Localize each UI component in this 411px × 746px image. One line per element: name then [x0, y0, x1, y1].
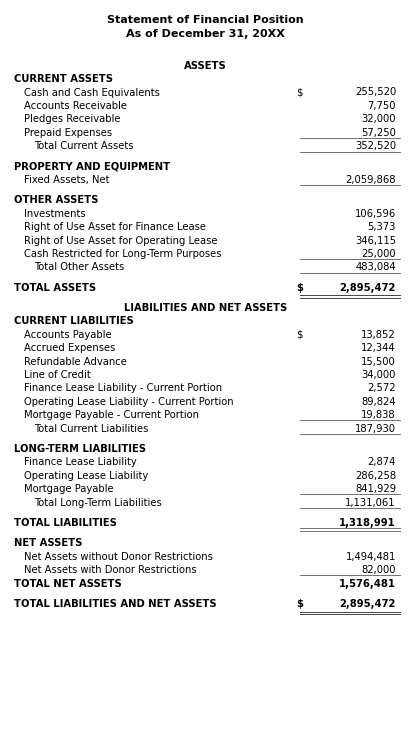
Text: Investments: Investments: [24, 209, 85, 219]
Text: Prepaid Expenses: Prepaid Expenses: [24, 128, 112, 138]
Text: $: $: [296, 330, 302, 340]
Text: PROPERTY AND EQUIPMENT: PROPERTY AND EQUIPMENT: [14, 161, 170, 172]
Text: Net Assets with Donor Restrictions: Net Assets with Donor Restrictions: [24, 565, 196, 575]
Text: Mortgage Payable: Mortgage Payable: [24, 484, 113, 495]
Text: Right of Use Asset for Operating Lease: Right of Use Asset for Operating Lease: [24, 236, 217, 245]
Text: Statement of Financial Position: Statement of Financial Position: [107, 15, 304, 25]
Text: 255,520: 255,520: [355, 87, 396, 98]
Text: 1,576,481: 1,576,481: [339, 579, 396, 589]
Text: Pledges Receivable: Pledges Receivable: [24, 114, 120, 125]
Text: 13,852: 13,852: [361, 330, 396, 340]
Text: Net Assets without Donor Restrictions: Net Assets without Donor Restrictions: [24, 552, 213, 562]
Text: 19,838: 19,838: [361, 410, 396, 420]
Text: $: $: [296, 599, 303, 609]
Text: $: $: [296, 87, 302, 98]
Text: Finance Lease Liability: Finance Lease Liability: [24, 457, 137, 468]
Text: Accounts Receivable: Accounts Receivable: [24, 101, 127, 111]
Text: 346,115: 346,115: [355, 236, 396, 245]
Text: CURRENT LIABILITIES: CURRENT LIABILITIES: [14, 316, 134, 327]
Text: Finance Lease Liability - Current Portion: Finance Lease Liability - Current Portio…: [24, 383, 222, 393]
Text: 34,000: 34,000: [362, 370, 396, 380]
Text: Right of Use Asset for Finance Lease: Right of Use Asset for Finance Lease: [24, 222, 206, 232]
Text: 106,596: 106,596: [355, 209, 396, 219]
Text: TOTAL NET ASSETS: TOTAL NET ASSETS: [14, 579, 122, 589]
Text: $: $: [296, 283, 303, 292]
Text: 7,750: 7,750: [367, 101, 396, 111]
Text: 12,344: 12,344: [361, 343, 396, 354]
Text: 5,373: 5,373: [367, 222, 396, 232]
Text: 2,874: 2,874: [367, 457, 396, 468]
Text: 187,930: 187,930: [355, 424, 396, 433]
Text: 286,258: 286,258: [355, 471, 396, 481]
Text: TOTAL LIABILITIES AND NET ASSETS: TOTAL LIABILITIES AND NET ASSETS: [14, 599, 217, 609]
Text: Accounts Payable: Accounts Payable: [24, 330, 112, 340]
Text: TOTAL LIABILITIES: TOTAL LIABILITIES: [14, 518, 117, 528]
Text: Refundable Advance: Refundable Advance: [24, 357, 127, 367]
Text: As of December 31, 20XX: As of December 31, 20XX: [126, 29, 285, 39]
Text: 15,500: 15,500: [361, 357, 396, 367]
Text: Total Current Assets: Total Current Assets: [34, 141, 134, 151]
Text: 352,520: 352,520: [355, 141, 396, 151]
Text: 2,572: 2,572: [367, 383, 396, 393]
Text: 841,929: 841,929: [355, 484, 396, 495]
Text: LIABILITIES AND NET ASSETS: LIABILITIES AND NET ASSETS: [124, 303, 287, 313]
Text: Mortgage Payable - Current Portion: Mortgage Payable - Current Portion: [24, 410, 199, 420]
Text: ASSETS: ASSETS: [184, 60, 227, 71]
Text: 82,000: 82,000: [362, 565, 396, 575]
Text: Fixed Assets, Net: Fixed Assets, Net: [24, 175, 109, 185]
Text: NET ASSETS: NET ASSETS: [14, 539, 82, 548]
Text: 1,494,481: 1,494,481: [346, 552, 396, 562]
Text: Total Current Liabilities: Total Current Liabilities: [34, 424, 148, 433]
Text: Total Long-Term Liabilities: Total Long-Term Liabilities: [34, 498, 162, 508]
Text: 32,000: 32,000: [362, 114, 396, 125]
Text: 2,895,472: 2,895,472: [339, 599, 396, 609]
Text: 25,000: 25,000: [361, 249, 396, 259]
Text: Line of Credit: Line of Credit: [24, 370, 91, 380]
Text: 1,318,991: 1,318,991: [339, 518, 396, 528]
Text: Operating Lease Liability: Operating Lease Liability: [24, 471, 148, 481]
Text: 483,084: 483,084: [356, 263, 396, 272]
Text: 2,059,868: 2,059,868: [346, 175, 396, 185]
Text: Operating Lease Liability - Current Portion: Operating Lease Liability - Current Port…: [24, 397, 233, 407]
Text: 89,824: 89,824: [361, 397, 396, 407]
Text: 2,895,472: 2,895,472: [339, 283, 396, 292]
Text: OTHER ASSETS: OTHER ASSETS: [14, 195, 98, 205]
Text: CURRENT ASSETS: CURRENT ASSETS: [14, 74, 113, 84]
Text: Cash Restricted for Long-Term Purposes: Cash Restricted for Long-Term Purposes: [24, 249, 222, 259]
Text: LONG-TERM LIABILITIES: LONG-TERM LIABILITIES: [14, 444, 146, 454]
Text: 57,250: 57,250: [361, 128, 396, 138]
Text: Total Other Assets: Total Other Assets: [34, 263, 124, 272]
Text: TOTAL ASSETS: TOTAL ASSETS: [14, 283, 96, 292]
Text: Cash and Cash Equivalents: Cash and Cash Equivalents: [24, 87, 160, 98]
Text: Accrued Expenses: Accrued Expenses: [24, 343, 115, 354]
Text: 1,131,061: 1,131,061: [345, 498, 396, 508]
